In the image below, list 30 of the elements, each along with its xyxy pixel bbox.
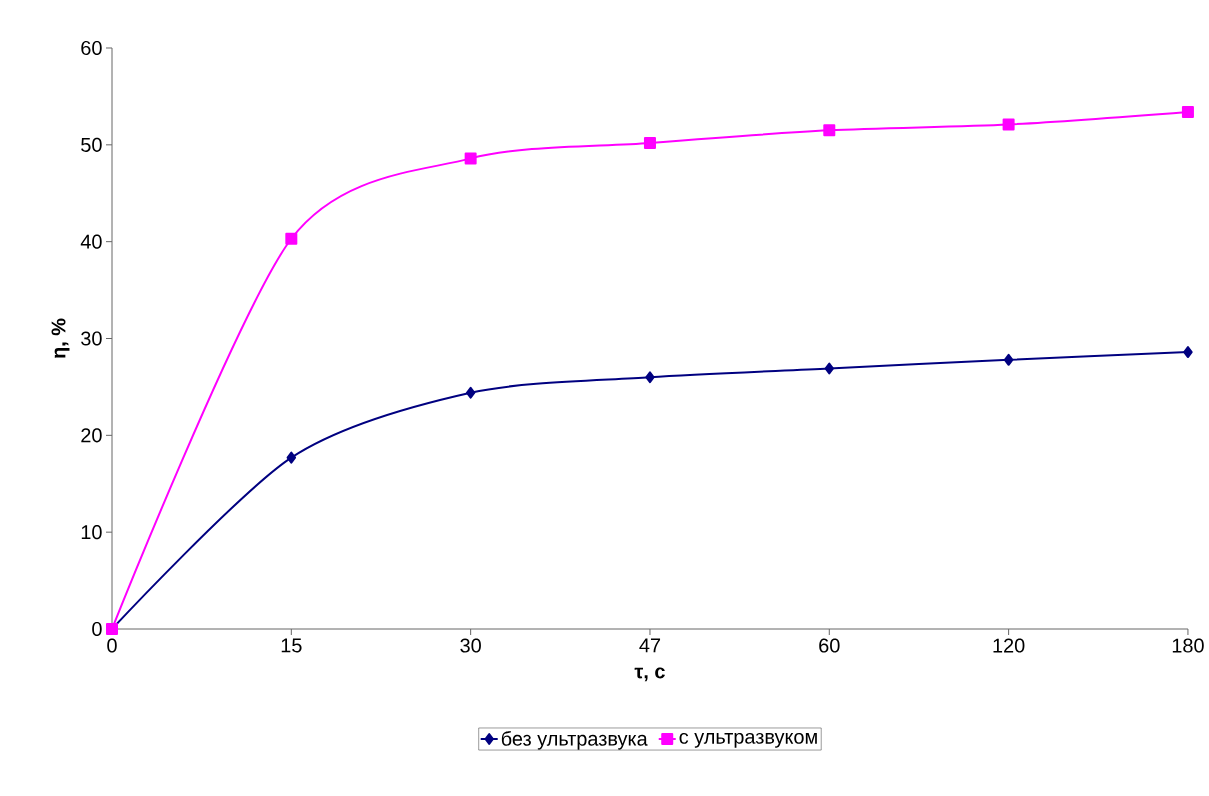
x-tick-label: 180 (1172, 638, 1204, 653)
point (285, 232, 298, 245)
point (824, 362, 835, 375)
x-axis-title: τ, с (634, 667, 665, 682)
point (465, 386, 476, 399)
x-tick-label: 30 (460, 638, 481, 653)
point (1002, 118, 1015, 131)
point (464, 152, 477, 165)
y-tick-label: 0 (92, 621, 102, 637)
y-tick-label: 60 (81, 40, 102, 56)
x-tick-label: 15 (281, 638, 302, 653)
point (823, 124, 836, 137)
point (286, 451, 297, 464)
y-tick-label: 10 (81, 525, 102, 540)
y-tick-label: 40 (80, 234, 102, 249)
point (1183, 346, 1193, 359)
y-tick-label: 30 (81, 331, 102, 346)
point (1181, 105, 1194, 118)
y-axis-title: η, % (51, 318, 70, 358)
legend-label: с ультразвуком (679, 732, 817, 748)
point (1003, 353, 1014, 366)
point (643, 136, 656, 149)
x-tick-label: 60 (819, 638, 840, 653)
x-tick-label: 120 (993, 638, 1025, 653)
point (645, 371, 655, 384)
x-tick-label: 47 (639, 638, 661, 653)
legend-label: без ультразвука (501, 730, 648, 750)
y-tick-label: 20 (81, 428, 102, 443)
x-tick-label: 0 (107, 638, 117, 653)
y-tick-label: 50 (81, 137, 102, 152)
